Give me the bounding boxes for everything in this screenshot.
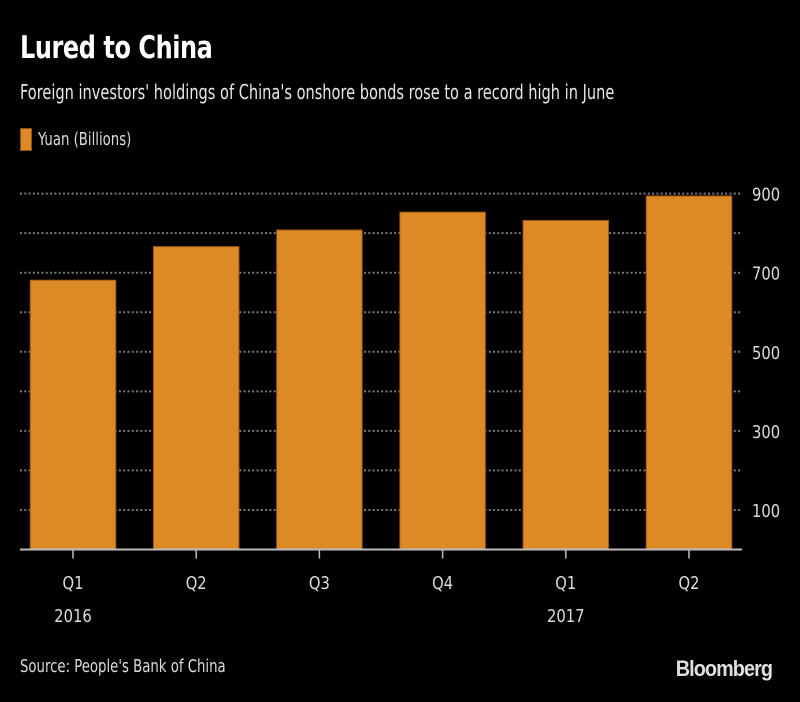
bar-q2-2016 bbox=[152, 246, 240, 550]
chart-subtitle: Foreign investors' holdings of China's o… bbox=[20, 80, 615, 104]
x-axis-labels: Q1 2016 Q2 Q3 Q4 Q1 2017 Q2 bbox=[54, 573, 699, 627]
gridlines bbox=[20, 192, 742, 511]
x-tick-label: Q3 bbox=[309, 573, 330, 594]
bar-q1-2017 bbox=[522, 219, 610, 550]
x-year-label: 2016 bbox=[54, 606, 92, 627]
x-tick-label: Q4 bbox=[432, 573, 453, 594]
y-tick-label-500: 500 bbox=[752, 342, 780, 363]
y-tick-label-900: 900 bbox=[752, 184, 780, 205]
x-tick-label: Q1 bbox=[555, 573, 576, 594]
legend: Yuan (Billions) bbox=[20, 128, 152, 151]
bar-q2-2017 bbox=[645, 195, 733, 551]
source-note: Source: People's Bank of China bbox=[20, 656, 226, 677]
legend-label: Yuan (Billions) bbox=[38, 129, 132, 150]
x-tick-label: Q1 bbox=[63, 573, 84, 594]
legend-swatch bbox=[20, 128, 32, 151]
x-tick-label: Q2 bbox=[186, 573, 207, 594]
bars bbox=[29, 195, 733, 551]
y-axis-labels: 100 300 500 700 900 bbox=[752, 184, 780, 521]
y-tick-label-700: 700 bbox=[752, 263, 780, 284]
chart-title: Lured to China bbox=[20, 30, 213, 66]
bloomberg-logo: Bloomberg bbox=[675, 656, 773, 681]
bar-q3-2016 bbox=[276, 229, 363, 550]
y-tick-label-300: 300 bbox=[752, 421, 780, 442]
x-axis bbox=[20, 548, 742, 559]
x-year-label: 2017 bbox=[547, 606, 585, 627]
bar-q4-2016 bbox=[399, 211, 486, 550]
y-tick-label-100: 100 bbox=[752, 501, 780, 522]
bar-q1-2016 bbox=[29, 279, 117, 550]
x-tick-label: Q2 bbox=[679, 573, 700, 594]
